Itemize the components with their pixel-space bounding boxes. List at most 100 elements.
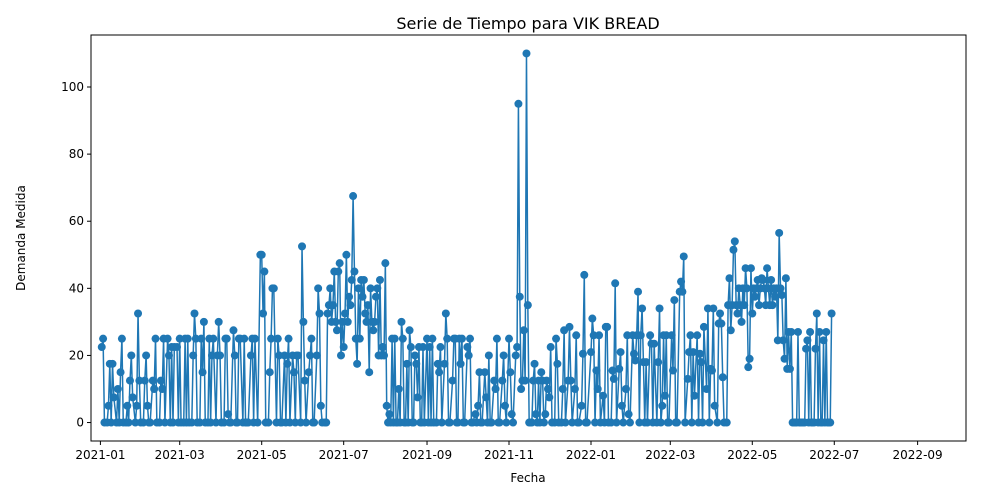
data-point [457, 334, 466, 343]
data-point [615, 364, 624, 373]
data-point [264, 418, 273, 427]
data-point [519, 326, 528, 335]
data-point [471, 410, 480, 419]
data-point [164, 351, 173, 360]
data-point [781, 274, 790, 283]
data-point [134, 309, 143, 318]
data-point [777, 291, 786, 300]
data-point [612, 418, 621, 427]
data-point [742, 284, 751, 293]
series-layer [97, 49, 836, 427]
data-point [522, 49, 531, 58]
x-tick-label: 2021-07 [319, 448, 369, 462]
data-point [402, 359, 411, 368]
data-point [398, 334, 407, 343]
y-tick-label: 20 [69, 348, 84, 362]
data-point [603, 322, 612, 331]
data-point [722, 418, 731, 427]
data-point [683, 374, 692, 383]
data-point [148, 376, 157, 385]
data-point [370, 317, 379, 326]
data-point [199, 317, 208, 326]
data-point [537, 368, 546, 377]
data-point [484, 351, 493, 360]
data-point [116, 368, 125, 377]
data-point [293, 351, 302, 360]
data-point [425, 343, 434, 352]
data-point [655, 304, 664, 313]
data-point [358, 292, 367, 301]
data-point [582, 418, 591, 427]
data-point [673, 418, 682, 427]
data-point [436, 343, 445, 352]
data-point [750, 292, 759, 301]
data-point [487, 418, 496, 427]
data-point [539, 418, 548, 427]
data-point [542, 376, 551, 385]
data-point [709, 304, 718, 313]
data-point [331, 317, 340, 326]
data-point [440, 359, 449, 368]
data-point [658, 401, 667, 410]
data-point [342, 250, 351, 259]
plot-frame [90, 34, 967, 442]
data-point [456, 359, 465, 368]
data-point [299, 317, 308, 326]
data-point [345, 292, 354, 301]
data-point [771, 292, 780, 301]
data-point [375, 275, 384, 284]
data-point [128, 393, 137, 402]
data-point [341, 309, 350, 318]
data-point [346, 301, 355, 310]
data-point [209, 334, 218, 343]
data-point [328, 301, 337, 310]
data-point [315, 309, 324, 318]
data-point [515, 292, 524, 301]
data-point [302, 418, 311, 427]
data-point [660, 391, 669, 400]
data-point [214, 317, 223, 326]
data-point [710, 401, 719, 410]
x-tick-label: 2022-03 [645, 448, 695, 462]
data-point [304, 368, 313, 377]
data-point [125, 376, 134, 385]
data-point [298, 242, 307, 251]
data-point [636, 331, 645, 340]
data-point [531, 410, 540, 419]
data-point [664, 418, 673, 427]
data-point [197, 334, 206, 343]
data-point [650, 339, 659, 348]
data-point [482, 393, 491, 402]
data-point [541, 410, 550, 419]
data-point [779, 336, 788, 345]
data-point [634, 287, 643, 296]
data-point [737, 317, 746, 326]
data-point [802, 344, 811, 353]
data-point [498, 376, 507, 385]
data-point [359, 275, 368, 284]
data-point [690, 391, 699, 400]
data-point [113, 384, 122, 393]
data-point [654, 358, 663, 367]
data-point [253, 418, 262, 427]
data-point [265, 368, 274, 377]
data-point [803, 336, 812, 345]
x-tick-label: 2021-09 [402, 448, 452, 462]
data-point [240, 334, 249, 343]
data-point [699, 322, 708, 331]
y-tick-label: 80 [69, 147, 84, 161]
data-point [246, 351, 255, 360]
data-point [826, 418, 835, 427]
data-point [314, 284, 323, 293]
data-point [755, 301, 764, 310]
data-point [656, 418, 665, 427]
data-point [681, 418, 690, 427]
data-point [163, 334, 172, 343]
data-point [561, 418, 570, 427]
data-point [260, 267, 269, 276]
data-point [630, 349, 639, 358]
data-point [611, 279, 620, 288]
y-axis-label: Demanda Medida [14, 185, 28, 291]
data-point [448, 376, 457, 385]
x-tick-label: 2022-07 [809, 448, 859, 462]
